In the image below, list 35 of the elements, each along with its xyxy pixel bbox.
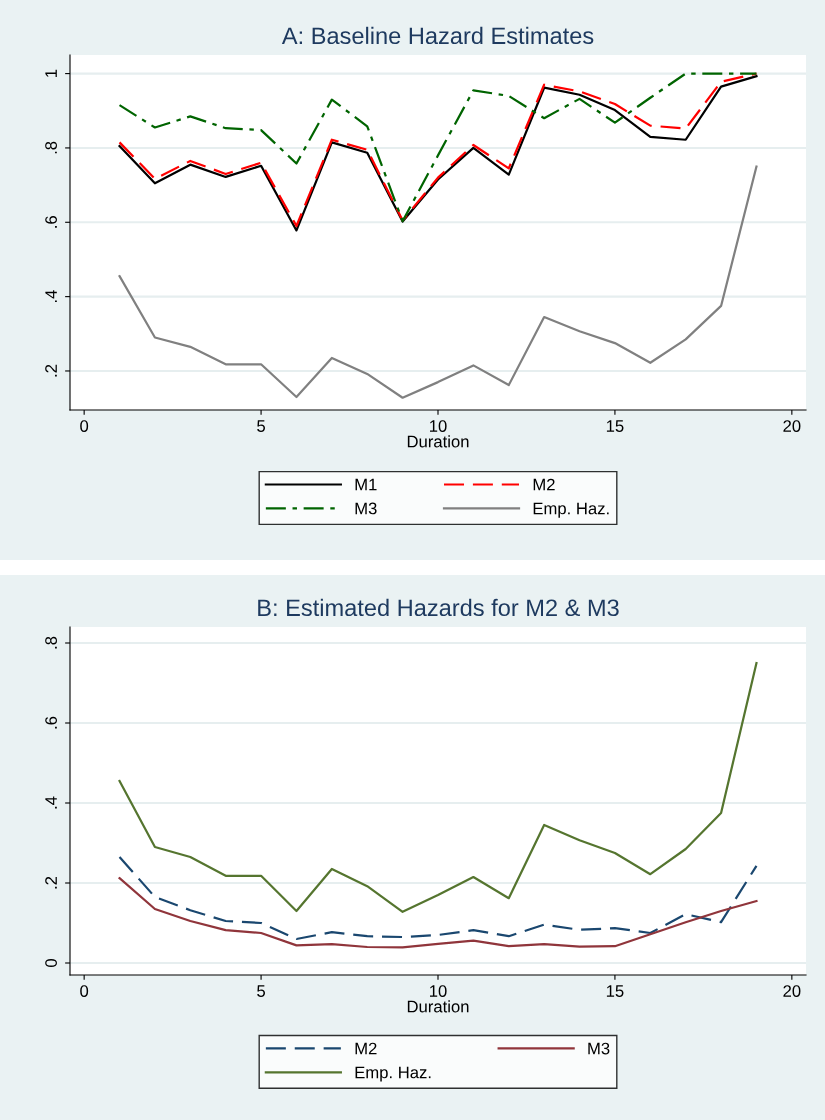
x-tick-label: 15 <box>606 420 624 432</box>
x-tick-label: 20 <box>783 420 801 432</box>
y-tick-label: .6 <box>45 216 57 228</box>
x-tick-label: 5 <box>257 420 266 432</box>
line-series <box>118 165 758 399</box>
legend-label: M2 <box>533 478 555 491</box>
line-series <box>118 877 758 949</box>
y-tick-label: .8 <box>45 141 57 154</box>
y-tick-label: 1 <box>45 69 57 77</box>
x-tick-label: 0 <box>80 420 89 432</box>
x-tick-label: 15 <box>606 985 624 997</box>
legend-label: M3 <box>588 1042 610 1055</box>
legend-label: M1 <box>355 478 377 491</box>
line-series <box>118 661 758 913</box>
y-tick-label: .8 <box>45 636 57 649</box>
y-tick-label: 0 <box>45 959 57 967</box>
x-tick-label: 0 <box>80 985 89 997</box>
x-tick-label: 20 <box>783 985 801 997</box>
y-tick-label: .2 <box>45 364 57 377</box>
chart-title: A: Baseline Hazard Estimates <box>281 26 594 45</box>
chart-title: B: Estimated Hazards for M2 & M3 <box>258 598 619 617</box>
legend-label: Emp. Haz. <box>533 502 609 518</box>
legend-label: Emp. Haz. <box>355 1066 431 1082</box>
y-tick-label: .4 <box>45 796 57 809</box>
x-tick-label: 10 <box>430 420 447 432</box>
line-series <box>118 855 758 941</box>
y-tick-label: .6 <box>45 716 57 729</box>
x-tick-label: 10 <box>430 985 447 997</box>
x-axis-title: Duration <box>407 435 469 448</box>
y-tick-label: .2 <box>45 876 57 889</box>
x-tick-label: 5 <box>257 985 266 997</box>
legend-label: M3 <box>355 502 377 515</box>
x-axis-title: Duration <box>407 1000 469 1013</box>
y-tick-label: .4 <box>45 290 57 303</box>
legend-label: M2 <box>355 1042 377 1055</box>
